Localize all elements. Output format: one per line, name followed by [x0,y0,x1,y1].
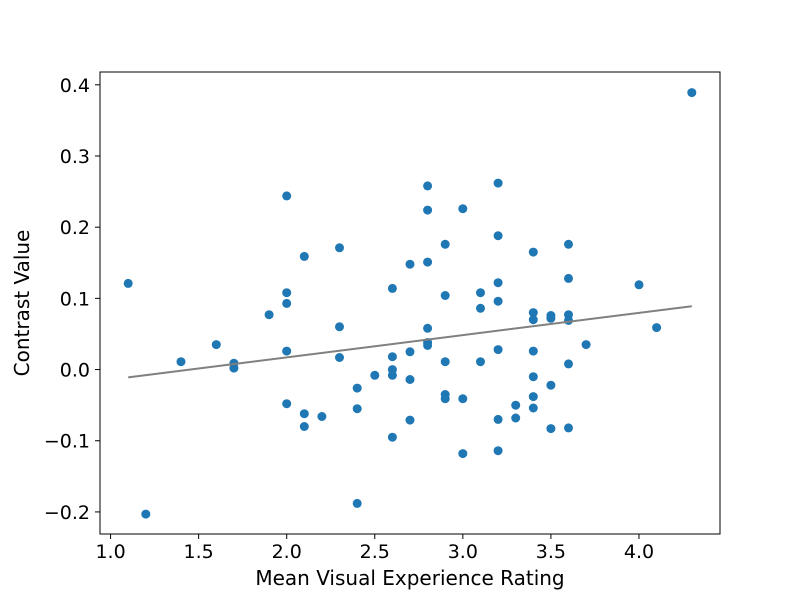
data-point [352,498,362,508]
data-point [387,370,397,380]
data-point [335,353,344,362]
data-point [423,205,433,215]
data-point [405,259,415,269]
x-tick-label: 3.0 [448,541,478,563]
y-tick-label: 0.1 [60,288,90,310]
x-tick-label: 3.5 [536,541,566,563]
data-point [546,380,556,390]
y-axis: −0.2 −0.1 0.0 0.1 0.2 0.3 0.4 [44,75,100,524]
data-point [634,280,644,290]
y-tick-label: 0.2 [60,217,90,239]
data-point [476,288,485,298]
data-point [405,375,415,384]
data-point [387,432,397,442]
data-point [317,412,327,421]
fit-line [128,305,692,379]
data-point [493,345,503,355]
data-point [564,239,573,249]
data-point [282,399,292,409]
data-point [352,383,362,393]
data-point [370,370,380,380]
x-tick-label: 2.5 [360,541,390,563]
data-point [493,231,503,241]
data-point [652,323,662,333]
data-point [546,424,556,434]
data-point [335,322,344,332]
data-point [528,308,538,318]
data-point [564,273,573,283]
data-point [493,414,503,424]
data-point [476,303,485,313]
x-tick-label: 1.0 [95,541,125,563]
y-tick-label: 0.4 [60,75,90,97]
x-tick-label: 4.0 [624,541,654,563]
data-point [141,509,151,519]
data-point [282,298,292,308]
data-point [511,400,521,410]
data-point [528,247,538,257]
data-point [387,352,397,362]
data-point [581,340,591,350]
data-point [440,239,450,249]
x-tick-label: 2.0 [272,541,302,563]
data-point [282,191,292,201]
x-axis: 1.0 1.5 2.0 2.5 3.0 3.5 4.0 [95,534,654,563]
data-point [687,88,697,98]
data-point [458,449,468,459]
data-point [299,409,309,419]
data-point [440,357,450,367]
data-point [458,204,468,214]
x-tick-label: 1.5 [184,541,214,563]
data-point [528,372,538,382]
data-point [299,422,309,431]
data-point [493,278,503,288]
data-point [476,357,485,367]
data-point [299,251,309,261]
data-point [564,359,573,369]
data-point [176,357,186,367]
data-point [229,363,239,373]
y-tick-label: −0.2 [44,502,90,524]
data-point [282,346,292,356]
points-layer [123,88,697,519]
y-axis-label: Contrast Value [10,230,34,377]
data-point [493,178,503,188]
data-point [387,283,397,293]
data-point [493,446,503,456]
data-point [528,392,538,402]
data-point [528,403,538,413]
data-point [440,291,450,300]
data-point [423,181,433,191]
fit-line-layer [128,305,692,379]
data-point [511,413,521,423]
data-point [564,423,573,433]
data-point [123,278,133,288]
x-axis-label: Mean Visual Experience Rating [255,566,564,590]
data-point [423,340,433,350]
data-point [335,243,344,253]
data-point [493,296,503,306]
data-point [440,394,450,404]
data-point [211,340,221,350]
data-point [282,288,292,298]
data-point [546,313,556,323]
data-point [423,323,433,333]
data-point [423,257,433,267]
data-point [352,404,362,414]
y-tick-label: 0.0 [60,360,90,382]
data-point [458,394,468,404]
data-point [528,315,538,325]
plot-frame [99,71,721,535]
y-tick-label: −0.1 [44,431,90,453]
data-point [405,347,415,357]
y-tick-label: 0.3 [60,146,90,168]
data-point [264,310,274,320]
data-point [405,415,415,425]
data-point [528,346,538,356]
